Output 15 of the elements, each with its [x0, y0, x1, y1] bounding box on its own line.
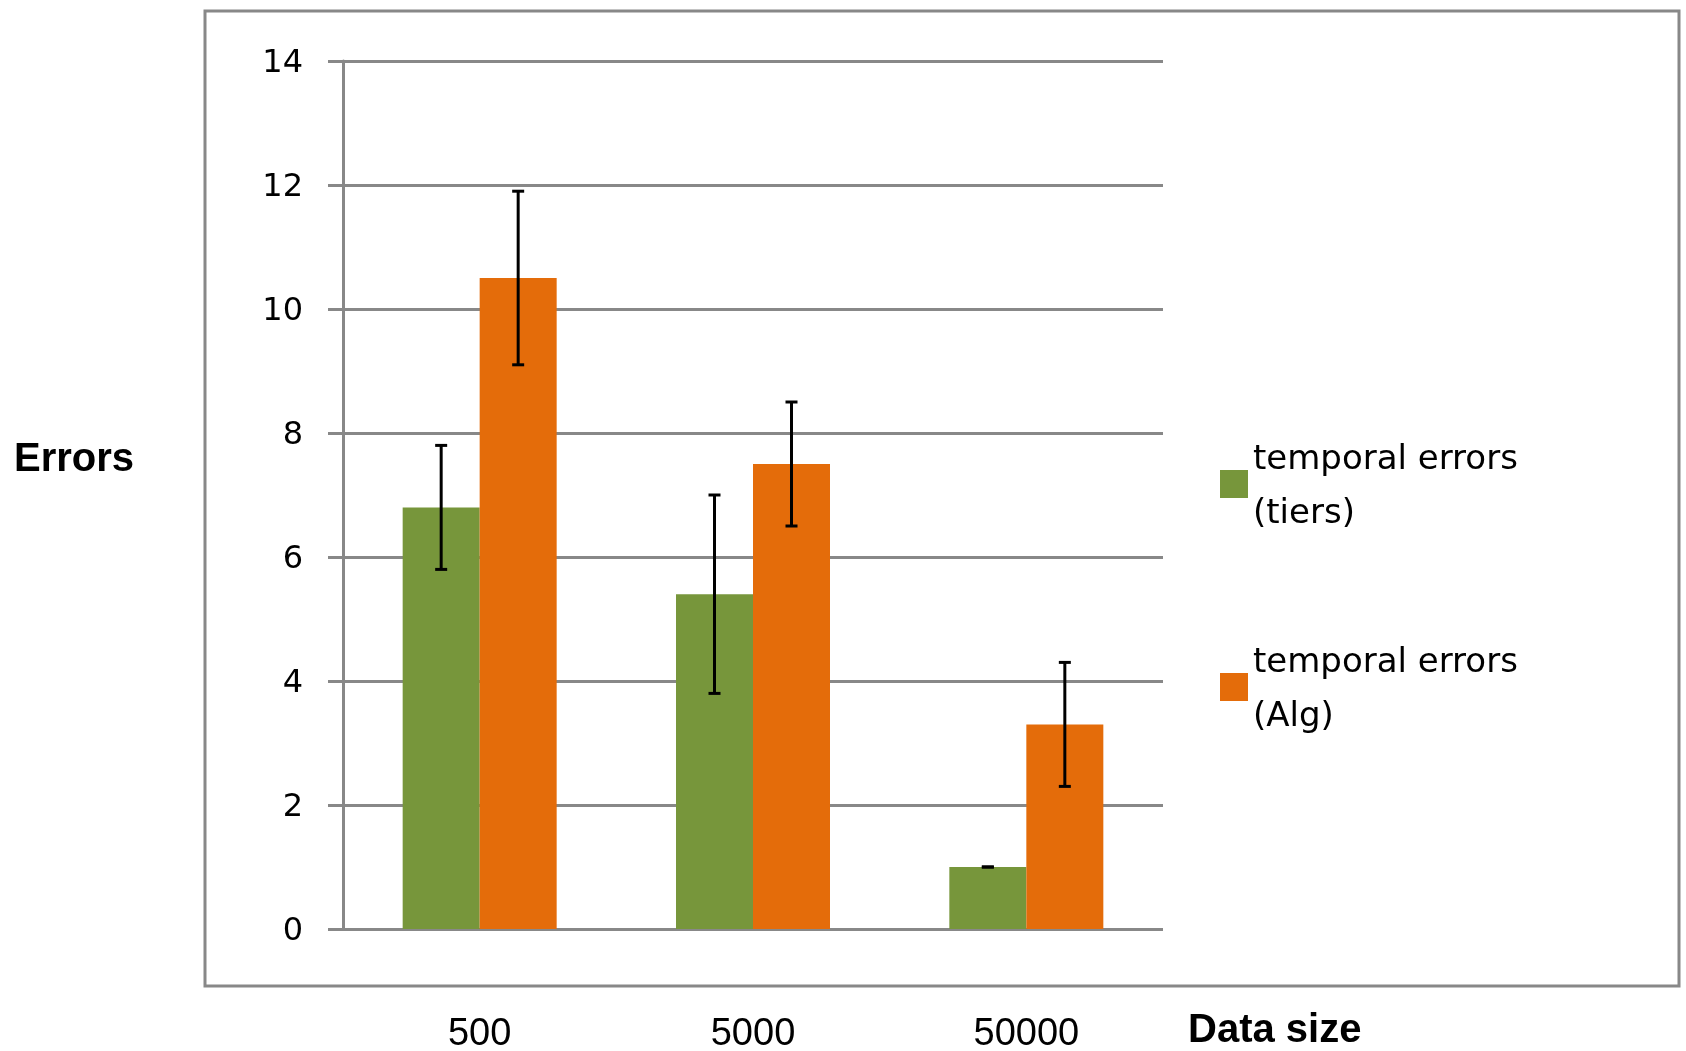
x-axis-title: Data size	[1188, 1006, 1362, 1050]
legend-label: temporal errors (tiers)	[1253, 437, 1529, 531]
x-tick-label: 50000	[973, 1011, 1080, 1051]
y-tick-label: 4	[282, 662, 303, 700]
y-tick-label: 14	[262, 42, 303, 80]
legend-label: temporal errors (Alg)	[1253, 640, 1529, 734]
y-tick-label: 0	[282, 910, 303, 948]
y-axis-title: Errors	[14, 435, 135, 479]
x-tick-label: 5000	[710, 1011, 796, 1051]
y-tick-label: 10	[262, 290, 303, 328]
x-tick-label: 500	[447, 1011, 512, 1051]
y-tick-label: 8	[282, 414, 303, 452]
y-tick-label: 6	[282, 538, 303, 576]
y-tick-label: 2	[282, 786, 303, 824]
y-tick-label: 12	[262, 166, 303, 204]
